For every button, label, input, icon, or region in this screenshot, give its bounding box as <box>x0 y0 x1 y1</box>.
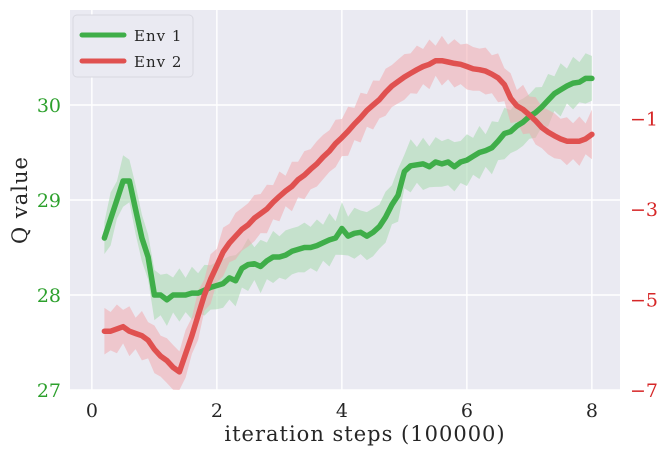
confidence-bands <box>104 35 592 391</box>
line-env2 <box>101 57 595 375</box>
x-tick-0: 0 <box>86 400 98 422</box>
y-left-tick-3: 30 <box>37 95 61 117</box>
x-tick-labels: 0 2 4 6 8 <box>86 400 598 422</box>
series-lines <box>101 57 595 375</box>
legend-label-env2: Env 2 <box>134 53 182 71</box>
y-left-tick-1: 28 <box>37 285 61 307</box>
legend: Env 1 Env 2 <box>72 14 194 78</box>
band-env2 <box>104 35 592 391</box>
x-axis-label: iteration steps (100000) <box>224 422 505 446</box>
y-right-tick-1: −5 <box>630 290 658 312</box>
x-tick-3: 6 <box>461 400 473 422</box>
x-tick-1: 2 <box>211 400 223 422</box>
right-y-tick-labels: −7 −5 −3 −1 <box>630 109 658 402</box>
left-y-tick-labels: 27 28 29 30 <box>37 95 61 402</box>
y-right-tick-2: −3 <box>630 199 658 221</box>
y-left-tick-2: 29 <box>37 190 61 212</box>
y-right-tick-0: −7 <box>630 380 658 402</box>
y-right-tick-3: −1 <box>630 109 658 131</box>
y-left-tick-0: 27 <box>37 380 61 402</box>
line-env1 <box>101 75 595 303</box>
x-tick-4: 8 <box>586 400 598 422</box>
x-tick-2: 4 <box>336 400 348 422</box>
band-env1 <box>104 53 592 326</box>
legend-label-env1: Env 1 <box>134 27 182 45</box>
y-axis-label-left: Q value <box>8 156 32 244</box>
